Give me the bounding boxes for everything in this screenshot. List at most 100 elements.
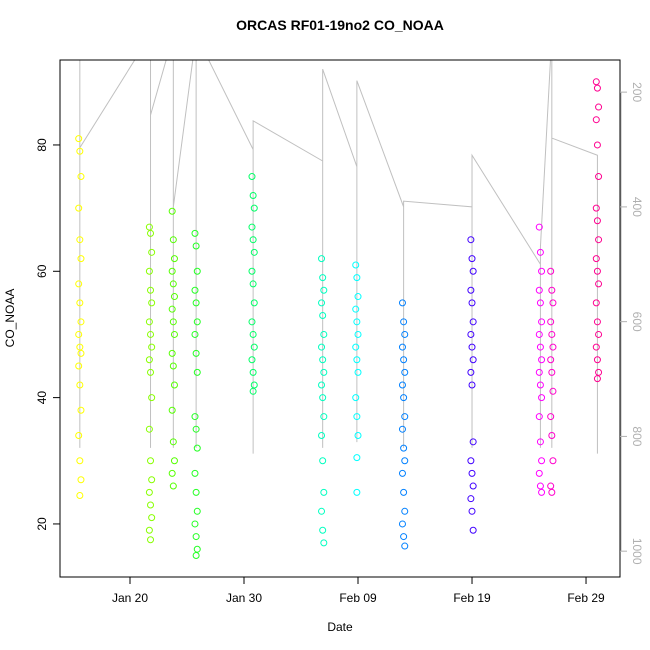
point xyxy=(401,457,409,465)
point xyxy=(147,368,155,376)
plot-frame xyxy=(59,59,621,578)
point xyxy=(538,318,546,326)
point xyxy=(147,330,155,338)
point xyxy=(145,488,153,496)
point xyxy=(538,457,546,465)
point xyxy=(249,387,257,395)
y2-tick-label: 400 xyxy=(630,197,644,217)
point xyxy=(319,457,327,465)
point xyxy=(249,191,257,199)
y-tick-label: 40 xyxy=(35,391,49,405)
point xyxy=(536,482,544,490)
point xyxy=(249,236,257,244)
point xyxy=(320,286,328,294)
point xyxy=(535,469,543,477)
point xyxy=(538,394,546,402)
point xyxy=(592,343,600,351)
point xyxy=(469,356,477,364)
point xyxy=(76,343,84,351)
point xyxy=(145,526,153,534)
point xyxy=(536,343,544,351)
point xyxy=(547,482,555,490)
point xyxy=(145,318,153,326)
point xyxy=(320,488,328,496)
point xyxy=(192,425,200,433)
point xyxy=(192,299,200,307)
chart-title: ORCAS RF01-19no2 CO_NOAA xyxy=(236,17,444,33)
point xyxy=(593,267,601,275)
point xyxy=(75,204,83,212)
pressure-line xyxy=(79,60,598,454)
point xyxy=(547,413,555,421)
point xyxy=(593,375,601,383)
point xyxy=(147,501,155,509)
point xyxy=(398,425,406,433)
point xyxy=(354,330,362,338)
point xyxy=(170,457,178,465)
point xyxy=(192,552,200,560)
point xyxy=(547,356,555,364)
point xyxy=(320,539,328,547)
point xyxy=(592,78,600,86)
x-tick-label: Feb 09 xyxy=(339,591,377,605)
point xyxy=(249,368,257,376)
point xyxy=(352,261,360,269)
point xyxy=(249,280,257,288)
point xyxy=(353,413,361,421)
point xyxy=(192,488,200,496)
point xyxy=(353,454,361,462)
point xyxy=(536,299,544,307)
point xyxy=(148,394,156,402)
point xyxy=(76,147,84,155)
y-axis-label: CO_NOAA xyxy=(3,289,17,348)
point xyxy=(548,368,556,376)
point xyxy=(168,207,176,215)
point xyxy=(536,248,544,256)
point xyxy=(191,520,199,528)
point xyxy=(318,255,326,263)
point xyxy=(538,488,546,496)
point xyxy=(398,343,406,351)
point xyxy=(147,229,155,237)
point xyxy=(468,507,476,515)
point xyxy=(193,368,201,376)
point xyxy=(468,469,476,477)
point xyxy=(467,286,475,294)
point xyxy=(592,204,600,212)
point xyxy=(549,457,557,465)
point xyxy=(191,229,199,237)
point xyxy=(593,84,601,92)
point xyxy=(145,356,153,364)
point xyxy=(168,349,176,357)
y2-tick-label: 600 xyxy=(630,312,644,332)
point xyxy=(400,444,408,452)
point xyxy=(549,387,557,395)
point xyxy=(595,103,603,111)
x-tick-label: Feb 19 xyxy=(453,591,491,605)
point xyxy=(593,141,601,149)
point xyxy=(401,368,409,376)
point xyxy=(248,356,256,364)
point xyxy=(192,349,200,357)
plot-area xyxy=(75,60,603,560)
point xyxy=(467,368,475,376)
point xyxy=(593,318,601,326)
point xyxy=(318,381,326,389)
point xyxy=(75,432,83,440)
point xyxy=(593,217,601,225)
point xyxy=(353,356,361,364)
point xyxy=(145,223,153,231)
point xyxy=(353,488,361,496)
point xyxy=(400,318,408,326)
point xyxy=(400,533,408,541)
point xyxy=(353,318,361,326)
y-tick-label: 20 xyxy=(35,517,49,531)
point xyxy=(77,476,85,484)
point xyxy=(319,394,327,402)
point xyxy=(147,457,155,465)
point xyxy=(148,299,156,307)
point xyxy=(148,476,156,484)
point xyxy=(595,236,603,244)
point xyxy=(549,343,557,351)
